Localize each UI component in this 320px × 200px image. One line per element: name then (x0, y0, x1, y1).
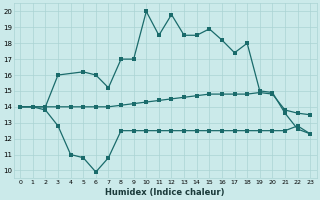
X-axis label: Humidex (Indice chaleur): Humidex (Indice chaleur) (106, 188, 225, 197)
